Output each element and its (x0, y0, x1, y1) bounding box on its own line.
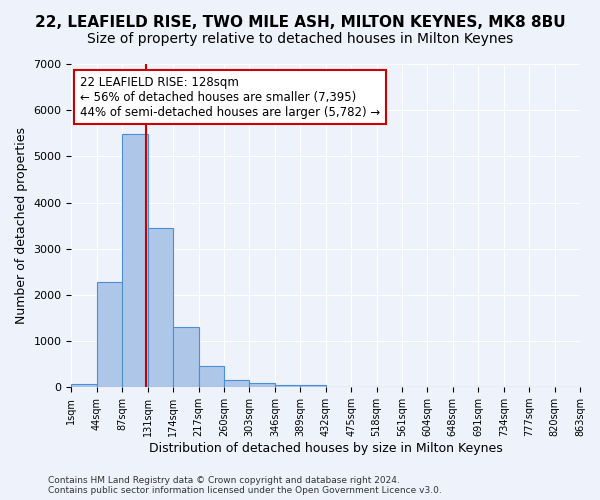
Text: 22, LEAFIELD RISE, TWO MILE ASH, MILTON KEYNES, MK8 8BU: 22, LEAFIELD RISE, TWO MILE ASH, MILTON … (35, 15, 565, 30)
Text: 22 LEAFIELD RISE: 128sqm
← 56% of detached houses are smaller (7,395)
44% of sem: 22 LEAFIELD RISE: 128sqm ← 56% of detach… (80, 76, 380, 118)
X-axis label: Distribution of detached houses by size in Milton Keynes: Distribution of detached houses by size … (149, 442, 503, 455)
Bar (71, 384, 97, 387)
Bar (300, 386, 326, 387)
Bar (224, 380, 250, 387)
Text: Size of property relative to detached houses in Milton Keynes: Size of property relative to detached ho… (87, 32, 513, 46)
Bar (173, 326, 199, 387)
Text: Contains HM Land Registry data © Crown copyright and database right 2024.
Contai: Contains HM Land Registry data © Crown c… (48, 476, 442, 495)
Y-axis label: Number of detached properties: Number of detached properties (15, 127, 28, 324)
Bar (250, 383, 275, 387)
Bar (275, 384, 300, 387)
Bar (122, 134, 148, 387)
Bar (97, 282, 122, 387)
Bar (199, 366, 224, 387)
Bar (148, 228, 173, 387)
